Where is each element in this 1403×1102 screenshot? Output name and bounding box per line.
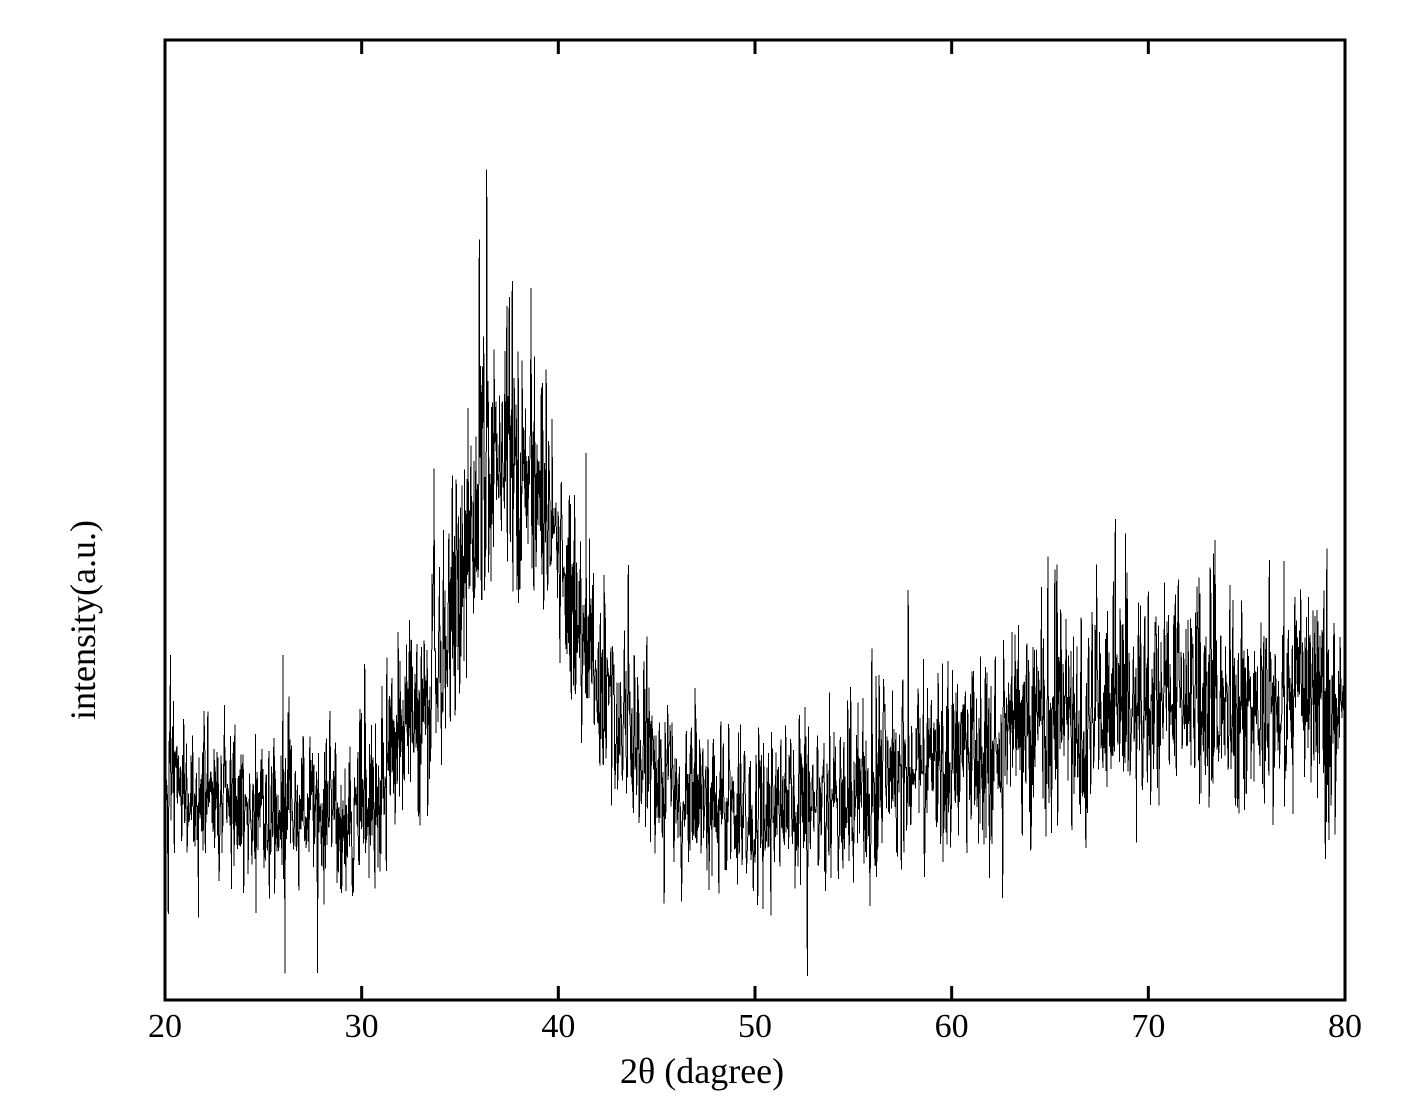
y-axis-label: intensity(a.u.) — [62, 520, 104, 720]
x-tick-label: 40 — [528, 1008, 588, 1046]
x-tick-label: 20 — [135, 1008, 195, 1046]
x-tick-label: 50 — [725, 1008, 785, 1046]
x-tick-label: 80 — [1315, 1008, 1375, 1046]
x-axis-label: 2θ (dagree) — [620, 1050, 784, 1092]
x-tick-label: 60 — [922, 1008, 982, 1046]
chart-container: intensity(a.u.) 2θ (dagree) 20 30 40 50 60 70… — [0, 0, 1403, 1102]
xrd-plot-svg — [0, 0, 1403, 1102]
x-tick-label: 30 — [332, 1008, 392, 1046]
x-tick-label: 70 — [1118, 1008, 1178, 1046]
